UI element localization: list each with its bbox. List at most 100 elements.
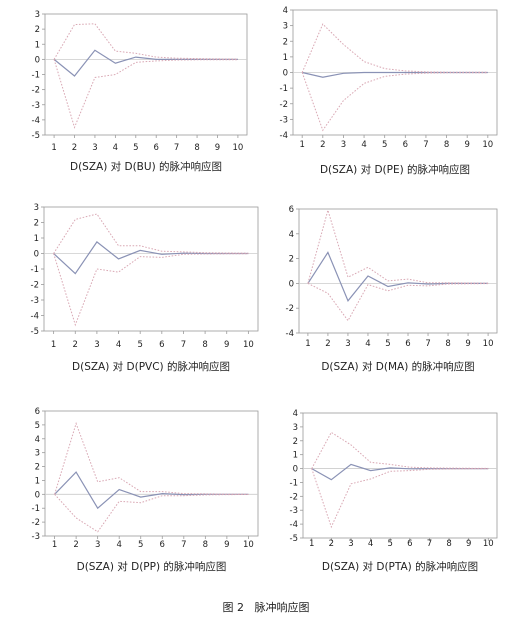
chart-caption: D(SZA) 对 D(BU) 的脉冲响应图 [70,161,222,173]
x-tick-label: 3 [345,339,350,349]
x-tick-label: 9 [466,539,471,549]
chart-panel-pvc: -5 -4 -3 -2 -1 0 1 2 3 1 2 3 4 5 6 7 8 9 10 [0,0,266,395]
y-tick-label: 2 [289,255,294,265]
x-tick-label: 3 [92,143,97,153]
y-tick-label: -2 [290,492,298,502]
x-tick-label: 7 [181,340,186,350]
x-tick-label: 4 [365,339,370,349]
x-tick-label: 10 [483,339,494,349]
x-tick-label: 5 [382,140,387,150]
lower-band-line [301,72,488,132]
chart-caption: D(SZA) 对 D(PE) 的脉冲响应图 [319,164,471,176]
x-tick-label: 9 [465,339,470,349]
y-tick-label: 3 [35,10,40,20]
chart-panel-ma: -4 -2 0 2 4 6 1 2 3 4 5 6 7 8 9 10 [286,205,498,349]
y-tick-label: 5 [35,421,40,431]
upper-band-line [307,208,489,284]
y-tick-label: 3 [293,423,298,433]
x-tick-label: 3 [95,540,100,550]
x-tick-label: 8 [445,339,450,349]
chart-caption: D(SZA) 对 D(PTA) 的脉冲响应图 [321,561,479,573]
y-tick-label: -1 [31,265,39,275]
chart-caption: D(SZA) 对 D(PVC) 的脉冲响应图 [72,361,230,373]
x-tick-label: 7 [181,540,186,550]
x-tick-label: 5 [138,540,143,550]
x-tick-label: 8 [446,539,451,549]
y-tick-label: 2 [35,463,40,473]
y-tick-label: -2 [32,518,40,528]
x-tick-label: 8 [203,540,208,550]
x-tick-label: 6 [159,340,164,350]
y-tick-label: -2 [31,281,39,291]
y-tick-label: -4 [286,329,294,339]
x-tick-label: 4 [368,539,373,549]
upper-band-line [53,213,249,254]
chart-caption: D(SZA) 对 D(MA) 的脉冲响应图 [321,361,475,373]
y-tick-label: -3 [290,506,298,516]
x-tick-label: 2 [73,340,78,350]
impulse-response-line [53,241,249,275]
x-tick-label: 2 [72,143,77,153]
y-tick-label: 6 [35,407,40,417]
x-tick-label: 8 [194,143,199,153]
y-tick-label: -2 [286,304,294,314]
x-tick-label: 6 [160,540,165,550]
y-tick-label: 0 [283,69,288,79]
plot-frame [44,410,259,537]
chart-panel-pta: -5 -4 -3 -2 -1 0 1 2 3 4 1 2 3 4 5 6 7 8 9 10 [290,409,498,549]
figure-caption: 图 2 脉冲响应图 [222,601,310,614]
x-tick-label: 5 [137,340,142,350]
chart-svg: -4 -2 0 2 4 6 1 2 3 4 5 6 7 8 9 10 [286,205,498,349]
y-tick-label: 6 [289,205,294,215]
chart-panel-pe: -4 -3 -2 -1 0 1 2 3 4 1 2 3 4 5 6 7 8 9 10 [0,0,532,195]
y-tick-label: -4 [31,312,39,322]
x-tick-label: 4 [116,340,121,350]
x-tick-label: 6 [154,143,159,153]
x-tick-label: 1 [305,339,310,349]
x-tick-label: 5 [387,539,392,549]
y-tick-label: 1 [35,476,40,486]
x-tick-label: 10 [243,540,254,550]
y-tick-label: -1 [32,504,40,514]
x-tick-label: 6 [407,539,412,549]
y-tick-label: -4 [280,131,288,141]
chart-caption: D(SZA) 对 D(PP) 的脉冲响应图 [76,561,227,573]
impulse-response-line [311,463,489,481]
y-tick-label: -2 [280,100,288,110]
y-tick-label: -3 [280,115,288,125]
chart-panel-bu: -5 -4 -3 -2 -1 0 1 2 3 1 2 3 4 5 6 7 8 9 10 [0,0,266,195]
x-tick-label: 7 [174,143,179,153]
chart-svg: -5 -4 -3 -2 -1 0 1 2 3 1 2 3 4 5 6 7 8 9 10 [32,10,248,153]
x-tick-label: 9 [224,340,229,350]
y-tick-label: -4 [32,116,40,126]
y-tick-label: 4 [35,435,40,445]
y-tick-label: 0 [34,250,39,260]
chart-svg: -5 -4 -3 -2 -1 0 1 2 3 4 1 2 3 4 5 6 7 8 9 10 [290,409,498,549]
x-tick-label: 10 [483,539,494,549]
x-tick-label: 6 [405,339,410,349]
x-tick-label: 4 [361,140,366,150]
x-tick-label: 2 [329,539,334,549]
y-tick-label: -5 [290,534,298,544]
x-tick-label: 3 [348,539,353,549]
y-tick-label: 1 [293,451,298,461]
y-tick-label: -3 [32,101,40,111]
x-tick-label: 5 [385,339,390,349]
y-tick-label: -1 [280,84,288,94]
x-tick-label: 3 [94,340,99,350]
y-tick-label: 4 [293,409,298,419]
x-tick-label: 10 [243,340,254,350]
x-tick-label: 9 [215,143,220,153]
x-tick-label: 9 [464,140,469,150]
y-tick-label: -3 [31,296,39,306]
y-tick-label: 3 [34,203,39,213]
y-tick-label: 3 [35,449,40,459]
plot-frame [298,208,498,334]
x-tick-label: 7 [427,539,432,549]
chart-svg: -3 -2 -1 0 1 2 3 4 5 6 1 2 3 4 5 6 7 8 9 10 [32,407,259,550]
x-tick-label: 4 [116,540,121,550]
lower-band-line [311,468,489,529]
y-tick-label: -5 [31,327,39,337]
x-tick-label: 8 [202,340,207,350]
x-tick-label: 1 [309,539,314,549]
